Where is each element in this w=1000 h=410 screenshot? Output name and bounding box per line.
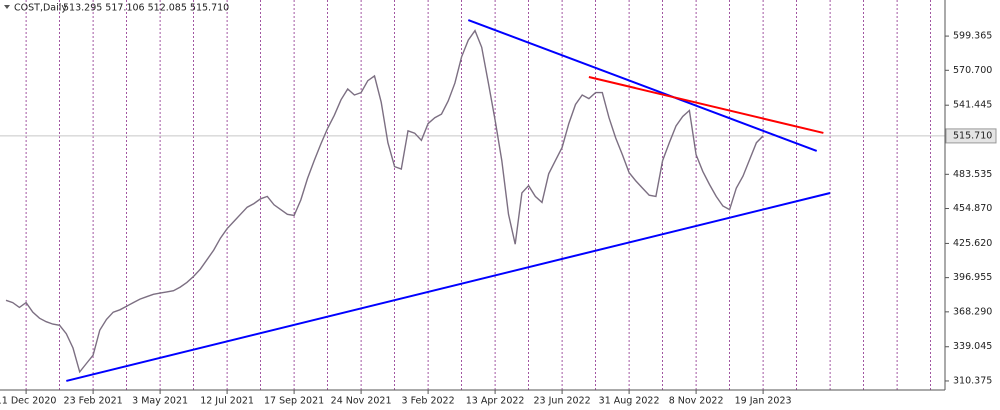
x-tick-label: 13 Apr 2022: [466, 396, 525, 407]
trendline: [588, 76, 824, 134]
x-tick-label: 3 Feb 2022: [402, 396, 455, 407]
y-tick-label: 599.365: [953, 31, 992, 42]
y-tick-label: 368.290: [953, 306, 992, 317]
chart-title: COST,Daily: [14, 3, 67, 14]
plot: [0, 0, 945, 390]
x-tick-label: 31 Aug 2022: [599, 396, 660, 407]
y-tick-label: 454.870: [953, 203, 992, 214]
menu-icon[interactable]: [4, 5, 10, 9]
y-tick-label: 483.535: [953, 169, 992, 180]
y-tick-label: 396.955: [953, 272, 992, 283]
y-tick-label: 339.045: [953, 341, 992, 352]
x-tick-label: 17 Sep 2021: [264, 396, 324, 407]
x-tick-label: 3 May 2021: [132, 396, 188, 407]
x-tick-label: 24 Nov 2021: [331, 396, 392, 407]
x-tick-label: 11 Dec 2020: [0, 396, 56, 407]
y-tick-label: 570.700: [953, 65, 992, 76]
price-tag-label: 515.710: [953, 130, 992, 141]
x-tick-label: 8 Nov 2022: [669, 396, 724, 407]
y-tick-label: 541.445: [953, 100, 992, 111]
price-series: [5, 29, 764, 374]
x-tick-label: 23 Feb 2021: [64, 396, 123, 407]
trendline: [467, 19, 818, 152]
x-tick-label: 12 Jul 2021: [200, 396, 254, 407]
x-tick-label: 19 Jan 2023: [735, 396, 792, 407]
y-tick-label: 425.620: [953, 238, 992, 249]
x-tick-label: 23 Jun 2022: [534, 396, 591, 407]
y-tick-label: 310.375: [953, 375, 992, 386]
ohlc: 513.295 517.106 512.085 515.710: [63, 3, 229, 14]
price-tag: [945, 128, 997, 144]
trendline: [66, 192, 831, 382]
